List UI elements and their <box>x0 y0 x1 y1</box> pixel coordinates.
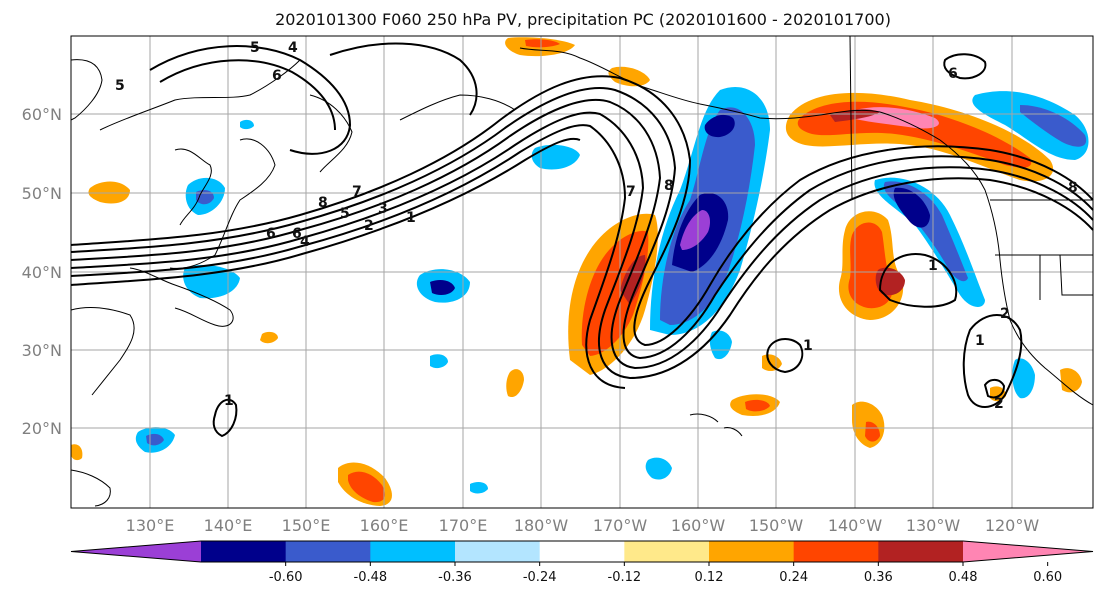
colorbar-bin <box>539 541 625 562</box>
pv-label: 6 <box>272 68 282 84</box>
negative-anomaly-tropics-5 <box>470 481 488 494</box>
positive-anomaly-hawaii-core <box>745 399 770 412</box>
colorbar-bin <box>793 541 879 562</box>
pv-label: 8 <box>664 178 674 194</box>
negative-anomaly-hudson <box>240 119 254 130</box>
pv-label: 1 <box>803 338 813 354</box>
lon-label: 130°W <box>906 516 961 535</box>
positive-anomaly-bering-core <box>525 39 560 48</box>
pv-label: 1 <box>224 393 234 409</box>
colorbar-bin <box>370 541 456 562</box>
colorbar-tick-label: 0.60 <box>1033 570 1062 585</box>
lat-labels: 60°N 50°N 40°N 30°N 20°N <box>22 105 62 438</box>
pv-label: 7 <box>626 184 636 200</box>
pv-label: 5 <box>115 78 125 94</box>
pv-label: 2 <box>364 218 374 234</box>
colorbar-bin <box>201 541 287 562</box>
lat-label: 20°N <box>22 419 62 438</box>
lon-label: 160°E <box>360 516 409 535</box>
lon-label: 160°W <box>671 516 726 535</box>
pv-label: 2 <box>1000 306 1010 322</box>
negative-anomaly-alaska-east <box>972 91 1089 160</box>
pv-contours <box>70 42 1094 438</box>
colorbar-bin <box>455 541 541 562</box>
lon-label: 140°W <box>828 516 883 535</box>
negative-anomaly-tropics-2 <box>645 457 672 480</box>
pv-label: 6 <box>292 226 302 242</box>
positive-anomaly-south-1-core <box>348 471 385 503</box>
lat-label: 30°N <box>22 341 62 360</box>
positive-anomaly-mexico <box>1060 368 1082 393</box>
pv-label: 6 <box>266 226 276 242</box>
coastlines <box>70 35 1094 507</box>
pv-label: 3 <box>378 201 388 217</box>
pv-contour-labels: 5 4 6 5 6 8 7 5 3 2 1 6 4 7 8 1 2 1 1 2 … <box>115 40 1078 412</box>
colorbar-outline <box>70 540 1094 563</box>
negative-anomaly-north <box>704 114 735 138</box>
lon-label: 130°E <box>126 516 175 535</box>
colorbar-tick-label: -0.60 <box>269 570 303 585</box>
lat-label: 50°N <box>22 184 62 203</box>
pv-label: 1 <box>928 258 938 274</box>
map-panel: 5 4 6 5 6 8 7 5 3 2 1 6 4 7 8 1 2 1 1 2 … <box>70 35 1094 509</box>
colorbar-bin <box>709 541 795 562</box>
positive-anomaly-west-edge <box>71 444 83 461</box>
pv-label: 5 <box>340 206 350 222</box>
pv-label: 4 <box>300 234 310 250</box>
pv-label: 4 <box>288 40 298 56</box>
lon-label: 170°W <box>593 516 648 535</box>
pv-label: 1 <box>975 333 985 349</box>
colorbar-tick-label: -0.36 <box>438 570 472 585</box>
lon-label: 120°W <box>985 516 1040 535</box>
pv-label: 5 <box>250 40 260 56</box>
colorbar-under-triangle <box>71 541 201 562</box>
colorbar-over-triangle <box>963 541 1093 562</box>
colorbar-tick-label: -0.24 <box>523 570 557 585</box>
negative-anomaly-tropics-3 <box>709 330 732 360</box>
negative-anomaly-core-3 <box>680 210 710 250</box>
negative-anomaly-tropics-4 <box>430 354 448 369</box>
pv-label: 6 <box>948 66 958 82</box>
graticule <box>71 36 1093 508</box>
pv-label: 7 <box>352 184 362 200</box>
colorbar-tick-label: 0.48 <box>949 570 978 585</box>
pv-label: 8 <box>318 195 328 211</box>
lon-labels: 130°E 140°E 150°E 160°E 170°E 180°W 170°… <box>126 516 1040 535</box>
positive-anomaly-south-4 <box>260 331 278 344</box>
lon-label: 150°W <box>749 516 804 535</box>
colorbar: -0.60 -0.48 -0.36 -0.24 -0.12 0.12 0.24 0.36 0.4… <box>70 540 1094 585</box>
colorbar-bin <box>624 541 710 562</box>
negative-anomaly-socal <box>1012 358 1035 399</box>
lat-label: 60°N <box>22 105 62 124</box>
colorbar-bin <box>878 541 964 562</box>
negative-anomaly-pacific-2 <box>531 144 580 170</box>
colorbar-tick-label: -0.12 <box>608 570 642 585</box>
colorbar-tick-label: 0.24 <box>779 570 808 585</box>
negative-anomaly-130w-max <box>893 187 930 228</box>
negative-anomaly-pacific-1-core <box>430 280 455 296</box>
positive-anomaly-west-trough-core <box>581 230 649 356</box>
colorbar-tick-label: 0.36 <box>864 570 893 585</box>
lon-label: 170°E <box>439 516 488 535</box>
positive-anomaly-west-trough-max <box>620 255 646 305</box>
positive-anomaly-alaska-west <box>608 66 650 87</box>
pv-label: 2 <box>994 396 1004 412</box>
colorbar-bin <box>285 541 371 562</box>
positive-anomaly-south-3 <box>506 369 524 398</box>
pv-label: 1 <box>406 210 416 226</box>
negative-anomaly-alaska-east-core <box>1020 105 1087 147</box>
colorbar-tick-label: 0.12 <box>695 570 724 585</box>
lon-label: 150°E <box>282 516 331 535</box>
lon-label: 140°E <box>204 516 253 535</box>
pv-label: 8 <box>1068 180 1078 196</box>
negative-anomaly-japan <box>183 265 240 299</box>
map-frame <box>70 35 1094 509</box>
figure-title: 2020101300 F060 250 hPa PV, precipitatio… <box>275 10 891 29</box>
lat-label: 40°N <box>22 263 62 282</box>
colorbar-tick-label: -0.48 <box>354 570 388 585</box>
positive-anomaly-south-2-core <box>865 421 880 442</box>
lon-label: 180°W <box>514 516 569 535</box>
